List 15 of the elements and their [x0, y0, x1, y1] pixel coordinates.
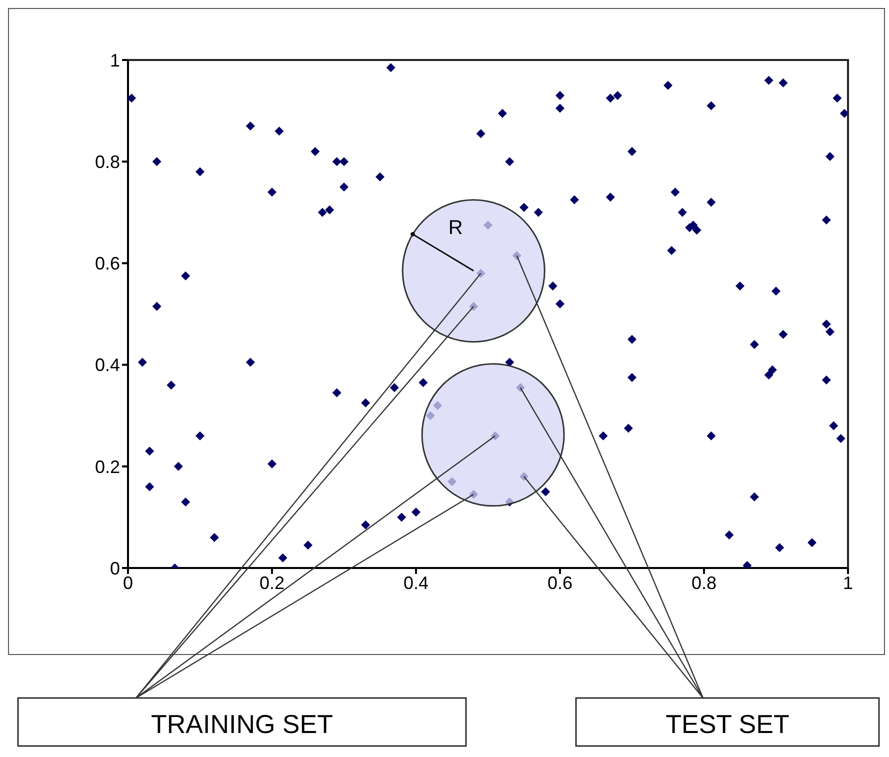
x-tick-label: 0.4 [403, 572, 429, 593]
y-tick-label: 0 [110, 558, 120, 578]
x-tick-label: 0.8 [691, 572, 717, 593]
y-tick-label: 1 [110, 50, 120, 70]
y-tick-label: 0.2 [94, 456, 120, 477]
y-tick-label: 0.4 [94, 355, 120, 376]
x-tick-label: 0 [122, 572, 134, 593]
text: TRAINING SET [150, 708, 334, 739]
y-tick-label: 0.8 [94, 152, 120, 172]
y-tick-label: 0.6 [94, 254, 120, 274]
annotation: R [448, 217, 463, 240]
text: TEST SET [666, 708, 790, 739]
x-tick-label: 0.6 [547, 572, 573, 593]
x-tick-label: 1 [842, 572, 854, 593]
x-tick-label: 0.2 [259, 572, 285, 593]
